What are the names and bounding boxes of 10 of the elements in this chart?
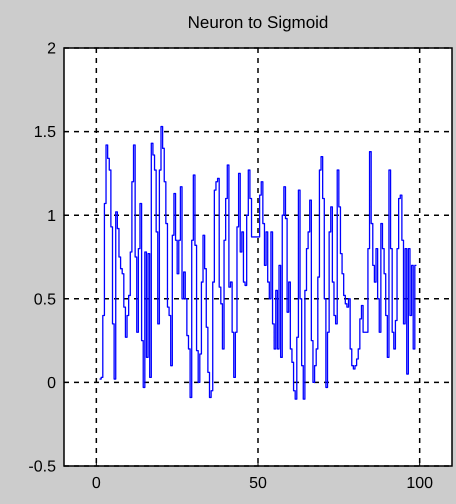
y-tick-label: 1.5	[34, 124, 56, 142]
y-tick-label: 2	[47, 40, 56, 58]
x-tick-label: 50	[249, 475, 267, 492]
y-tick-label: 0.5	[34, 291, 56, 308]
y-tick-label: -0.5	[28, 458, 56, 476]
x-tick-label: 100	[406, 475, 434, 492]
y-tick-label: 0	[47, 375, 56, 392]
y-tick-label: 1	[47, 208, 56, 225]
chart-title: Neuron to Sigmoid	[188, 13, 328, 32]
x-tick-label: 0	[92, 475, 101, 492]
